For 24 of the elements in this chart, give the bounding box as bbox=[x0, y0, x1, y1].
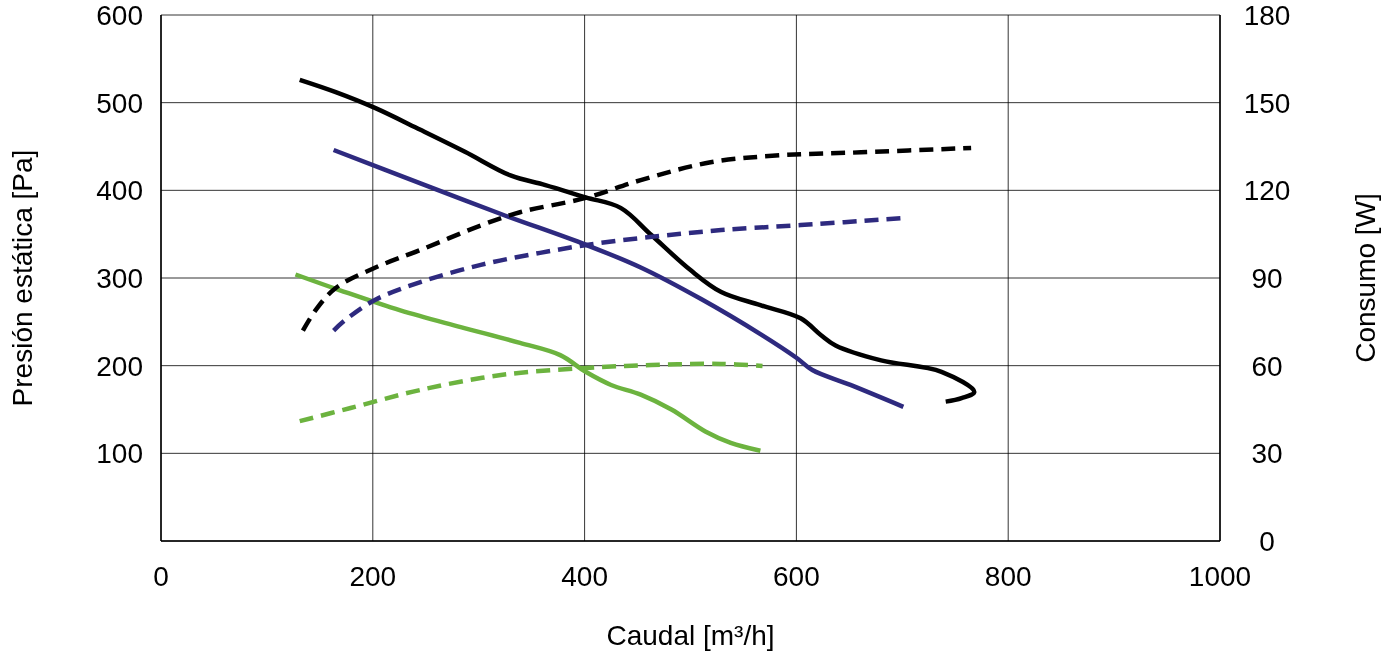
x-tick-label: 1000 bbox=[1188, 561, 1252, 592]
x-tick-label: 200 bbox=[349, 561, 397, 592]
y-tick-label: 200 bbox=[96, 350, 143, 382]
y2-tick-label: 90 bbox=[1251, 263, 1283, 294]
x-tick-label: 400 bbox=[561, 561, 608, 592]
x-axis-title: Caudal [m³/h] bbox=[606, 620, 775, 651]
line-series bbox=[293, 272, 763, 453]
y2-tick-label: 180 bbox=[1243, 0, 1291, 31]
y-axis-title: Presión estática [Pa] bbox=[7, 149, 38, 407]
y-tick-label: 300 bbox=[96, 263, 143, 294]
x-tick-label: 800 bbox=[984, 561, 1032, 592]
y-tick-label: 100 bbox=[96, 438, 143, 470]
y2-tick-label: 120 bbox=[1243, 175, 1291, 207]
y2-axis-title: Consumo [W] bbox=[1350, 193, 1381, 363]
y2-tick-label: 60 bbox=[1251, 350, 1283, 382]
x-tick-label: 600 bbox=[773, 561, 820, 592]
line-series bbox=[331, 147, 906, 410]
y2-tick-label: 0 bbox=[1259, 526, 1275, 557]
y-tick-label: 600 bbox=[96, 0, 143, 31]
y2-tick-label: 150 bbox=[1243, 87, 1291, 119]
x-tick-label: 0 bbox=[153, 561, 169, 592]
y-tick-label: 400 bbox=[96, 175, 143, 207]
y-tick-label: 500 bbox=[96, 87, 143, 119]
y2-tick-label: 30 bbox=[1251, 438, 1283, 470]
